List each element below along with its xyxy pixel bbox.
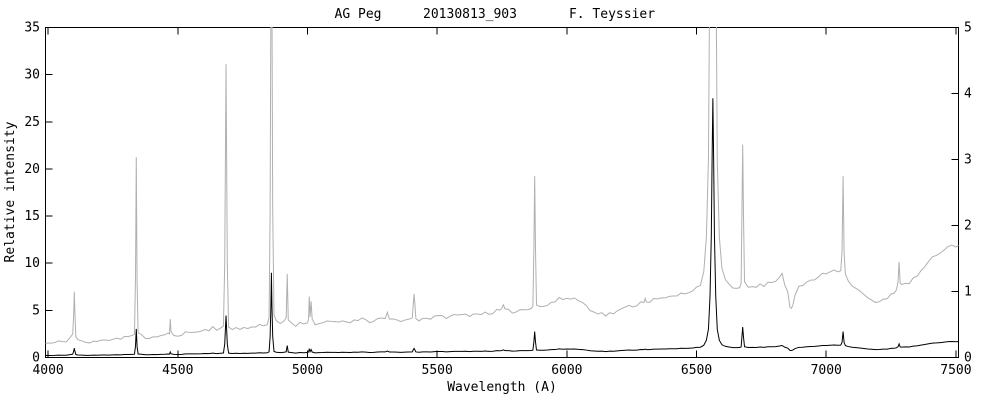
- y-tick-label-left: 25: [24, 115, 40, 130]
- plot-border: [45, 27, 959, 358]
- y-tick-label-left: 30: [24, 68, 40, 83]
- y-tick-label-left: 0: [32, 351, 40, 366]
- x-tick-label: 5500: [422, 363, 453, 378]
- chart-title-observer: F. Teyssier: [569, 7, 655, 22]
- x-axis-label: Wavelength (A): [447, 380, 557, 395]
- axis-tick-labels: 4000 4500 5000 5500 6000 6500 7000 750005101520…: [24, 21, 972, 379]
- y-axis-label-left: Relative intensity: [3, 121, 18, 262]
- y-tick-label-left: 35: [24, 21, 40, 36]
- y-tick-label-right: 1: [964, 285, 972, 300]
- chart-title-observation-id: 20130813_903: [423, 7, 517, 22]
- plot-area: [45, 27, 959, 357]
- x-tick-label: 7500: [940, 363, 971, 378]
- spectrum-curve-black-left-scale: [45, 98, 959, 357]
- x-tick-label: 7000: [811, 363, 842, 378]
- y-tick-label-left: 10: [24, 256, 40, 271]
- y-tick-label-right: 0: [964, 351, 972, 366]
- x-tick-label: 5000: [292, 363, 323, 378]
- x-tick-label: 4000: [32, 363, 63, 378]
- axis-ticks: [45, 27, 959, 358]
- y-tick-label-left: 15: [24, 209, 40, 224]
- x-tick-label: 6000: [551, 363, 582, 378]
- x-tick-label: 6500: [681, 363, 712, 378]
- y-tick-label-right: 2: [964, 219, 972, 234]
- chart-title-object: AG Peg: [335, 7, 382, 22]
- x-tick-label: 4500: [162, 363, 193, 378]
- y-tick-label-left: 5: [32, 303, 40, 318]
- y-tick-label-right: 5: [964, 21, 972, 36]
- spectrum-curve-gray-right-scale: [45, 27, 959, 345]
- y-tick-label-right: 4: [964, 87, 972, 102]
- y-tick-label-right: 3: [964, 153, 972, 168]
- y-tick-label-left: 20: [24, 162, 40, 177]
